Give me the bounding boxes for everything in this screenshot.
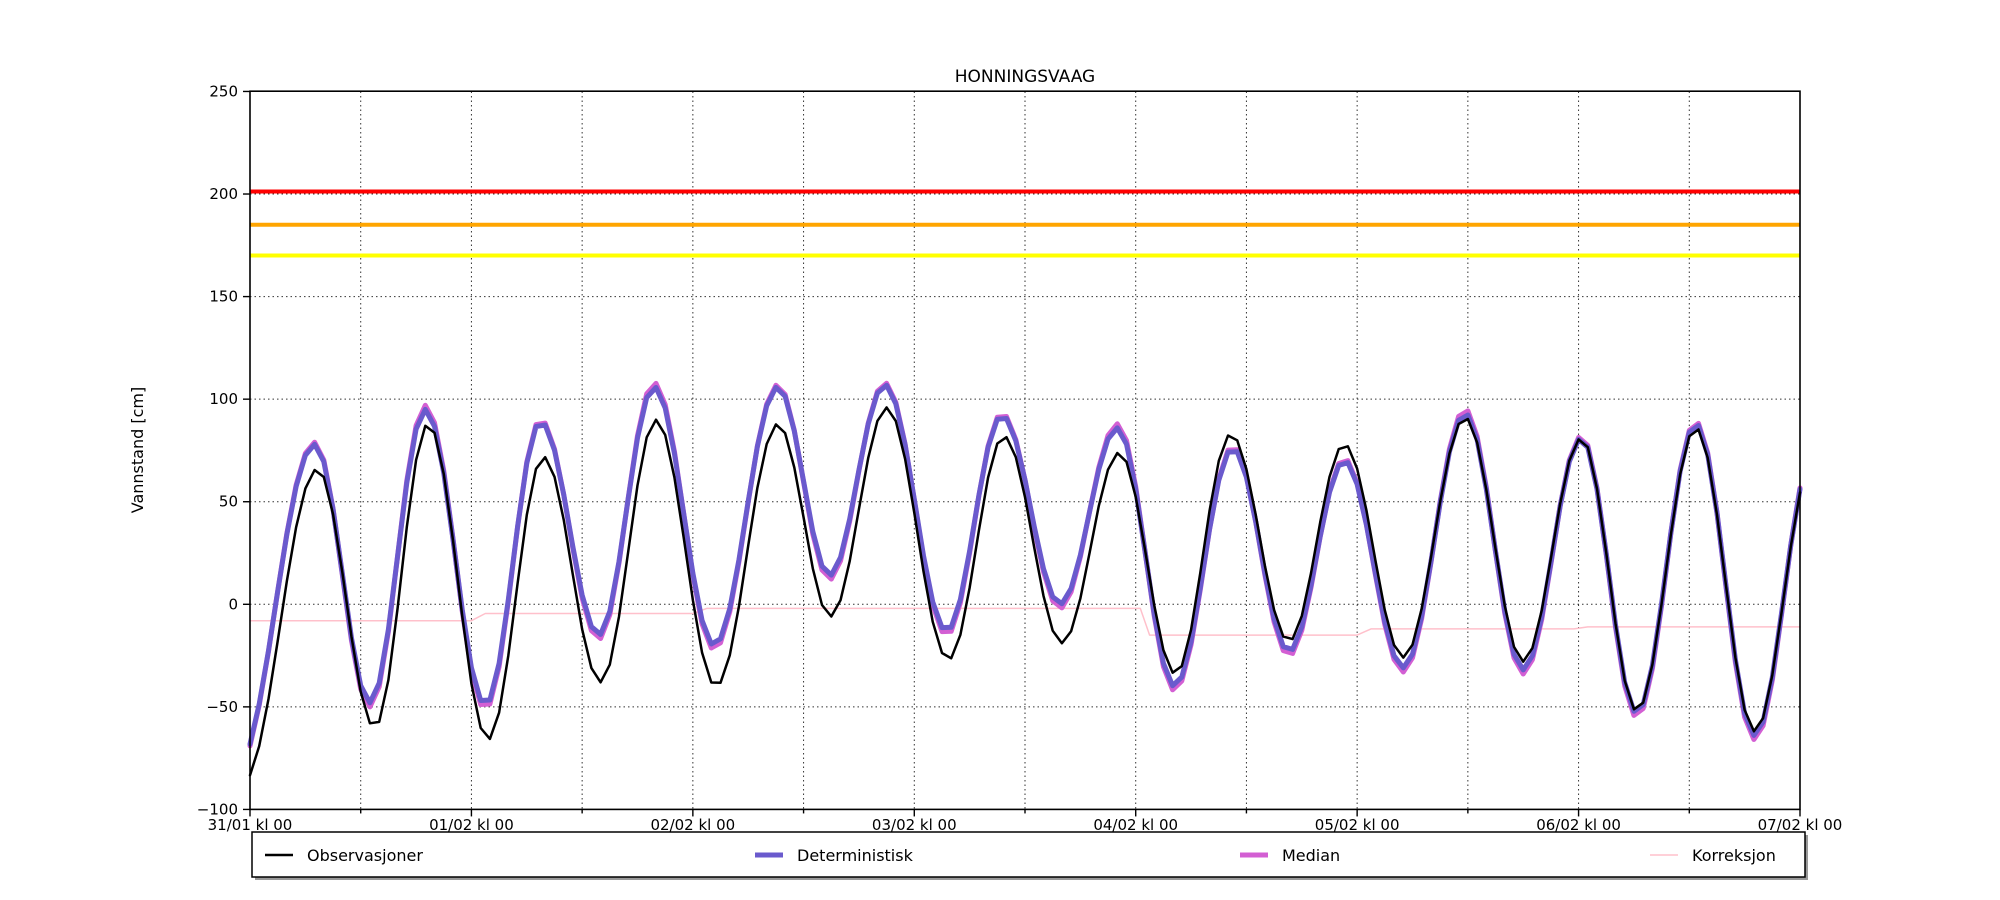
legend-label-deterministisk: Deterministisk xyxy=(797,846,914,865)
y-tick-label: 200 xyxy=(209,185,238,203)
warning-level-lines xyxy=(250,189,1800,258)
y-tick-label: 150 xyxy=(209,288,238,306)
y-tick-label: −50 xyxy=(206,698,238,716)
y-tick-label: −100 xyxy=(197,800,238,818)
y-tick-label: 250 xyxy=(209,82,238,100)
y-tick-label: 50 xyxy=(219,493,238,511)
x-tick-label: 06/02 kl 00 xyxy=(1536,816,1621,834)
legend-label-median: Median xyxy=(1282,846,1340,865)
x-tick-label: 07/02 kl 00 xyxy=(1758,816,1843,834)
legend-label-korreksjon: Korreksjon xyxy=(1692,846,1776,865)
x-tick-label: 04/02 kl 00 xyxy=(1093,816,1178,834)
series-deterministisk xyxy=(247,382,1803,747)
legend-box xyxy=(251,831,1806,878)
x-tick-label: 31/01 kl 00 xyxy=(208,816,293,834)
x-tick-label: 05/02 kl 00 xyxy=(1315,816,1400,834)
x-tick-label: 03/02 kl 00 xyxy=(872,816,957,834)
axis-tick-labels: −100 −50 0 50 100 150 200 250 31/01 kl 00 01/02 k… xyxy=(197,82,1843,834)
plot-border xyxy=(249,90,1801,811)
y-tick-label: 0 xyxy=(228,595,238,613)
x-tick-label: 02/02 kl 00 xyxy=(650,816,735,834)
series-korreksjon xyxy=(249,607,1801,636)
axis-ticks xyxy=(243,90,1801,817)
y-tick-label: 100 xyxy=(209,390,238,408)
legend: Observasjoner Deterministisk Median Korreks… xyxy=(251,831,1808,880)
chart-title: HONNINGSVAAG xyxy=(955,67,1095,87)
series-observasjoner xyxy=(248,406,1802,777)
data-series xyxy=(247,380,1803,777)
y-axis-label: Vannstand [cm] xyxy=(128,387,147,513)
x-tick-label: 01/02 kl 00 xyxy=(429,816,514,834)
legend-label-observasjoner: Observasjoner xyxy=(307,846,423,865)
